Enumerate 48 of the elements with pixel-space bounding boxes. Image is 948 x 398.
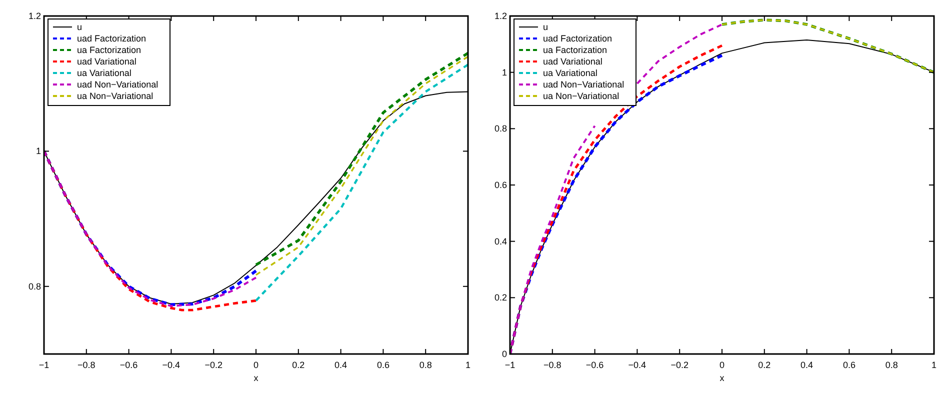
legend-label: uad Factorization [543,34,612,44]
x-axis-title: x [720,373,725,383]
x-tick-label: 0.4 [800,360,814,370]
legend-label: uad Factorization [77,34,146,44]
legend-label: ua Non−Variational [77,91,154,101]
legend-label: u [543,22,548,32]
x-tick-label: 0.2 [758,360,771,370]
y-tick-label: 0.8 [28,281,41,292]
x-tick-label: 0.6 [376,360,390,370]
x-tick-label: 0.2 [292,360,305,370]
x-tick-label: 0 [719,360,725,370]
legend-label: ua Variational [77,68,132,78]
x-axis-title: x [254,373,259,383]
y-tick-label: 1 [36,146,41,156]
x-tick-label: −0.8 [78,360,96,370]
y-tick-label: 1 [502,67,507,78]
legend-label: ua Factorization [77,45,142,55]
x-tick-label: −0.4 [628,360,646,370]
legend-label: u [77,22,82,32]
legend-label: uad Variational [77,56,136,66]
legend-label: uad Non−Variational [77,80,158,90]
x-tick-label: 1 [465,360,471,370]
x-tick-label: 0.4 [334,360,348,370]
y-tick-label: 0.2 [494,292,507,303]
x-tick-label: 0.8 [419,360,432,370]
y-tick-label: 0.4 [494,236,507,246]
x-tick-label: 0.8 [885,360,898,370]
y-tick-label: 0.8 [494,124,507,134]
x-tick-label: 0.6 [842,360,856,370]
x-tick-label: −0.4 [162,360,180,370]
legend-label: uad Variational [543,56,602,66]
legend-label: ua Variational [543,68,598,78]
x-tick-label: −1 [38,360,50,370]
x-tick-label: −0.6 [586,360,604,370]
x-tick-label: 0 [253,360,259,370]
x-tick-label: −0.6 [120,360,138,370]
x-tick-label: −1 [504,360,516,370]
y-tick-label: 0 [502,349,507,359]
legend-label: uad Non−Variational [543,80,624,90]
y-tick-label: 1.2 [494,11,507,21]
y-tick-label: 0.6 [494,180,507,190]
y-tick-label: 1.2 [28,11,41,21]
x-tick-label: −0.8 [544,360,562,370]
x-tick-label: −0.2 [670,360,688,370]
legend-label: ua Factorization [543,45,608,55]
x-tick-label: 1 [931,360,937,370]
legend-label: ua Non−Variational [543,91,620,101]
x-tick-label: −0.2 [204,360,222,370]
